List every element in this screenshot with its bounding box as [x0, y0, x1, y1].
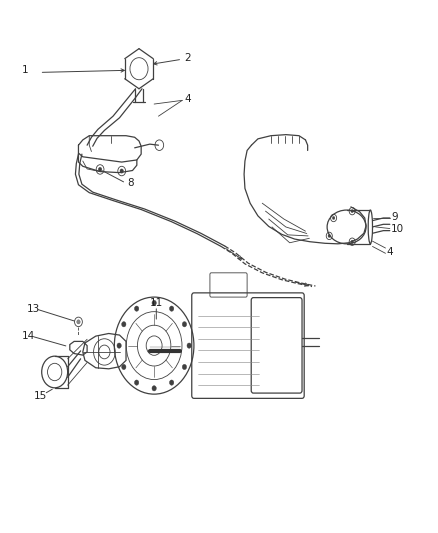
Circle shape	[117, 343, 121, 348]
Circle shape	[152, 386, 156, 391]
Circle shape	[120, 169, 124, 173]
Circle shape	[77, 320, 80, 324]
Text: 9: 9	[391, 212, 398, 222]
Circle shape	[182, 365, 187, 369]
Circle shape	[332, 216, 335, 220]
Text: 13: 13	[27, 304, 40, 314]
Text: 10: 10	[391, 223, 404, 233]
Circle shape	[170, 380, 174, 385]
Circle shape	[187, 343, 191, 348]
Circle shape	[134, 380, 139, 385]
Circle shape	[122, 321, 126, 327]
Circle shape	[170, 306, 174, 311]
Circle shape	[99, 167, 102, 172]
Text: 1: 1	[22, 65, 29, 75]
Circle shape	[122, 365, 126, 369]
Circle shape	[351, 240, 353, 243]
Circle shape	[328, 235, 331, 238]
Circle shape	[134, 306, 139, 311]
Circle shape	[182, 321, 187, 327]
Circle shape	[351, 209, 353, 213]
Text: 4: 4	[387, 247, 393, 257]
Text: 14: 14	[22, 331, 35, 341]
Text: 2: 2	[184, 53, 191, 63]
Text: 15: 15	[34, 391, 47, 401]
Text: 8: 8	[127, 178, 134, 188]
Text: 11: 11	[150, 298, 163, 309]
Circle shape	[152, 300, 156, 305]
Text: 4: 4	[184, 94, 191, 104]
